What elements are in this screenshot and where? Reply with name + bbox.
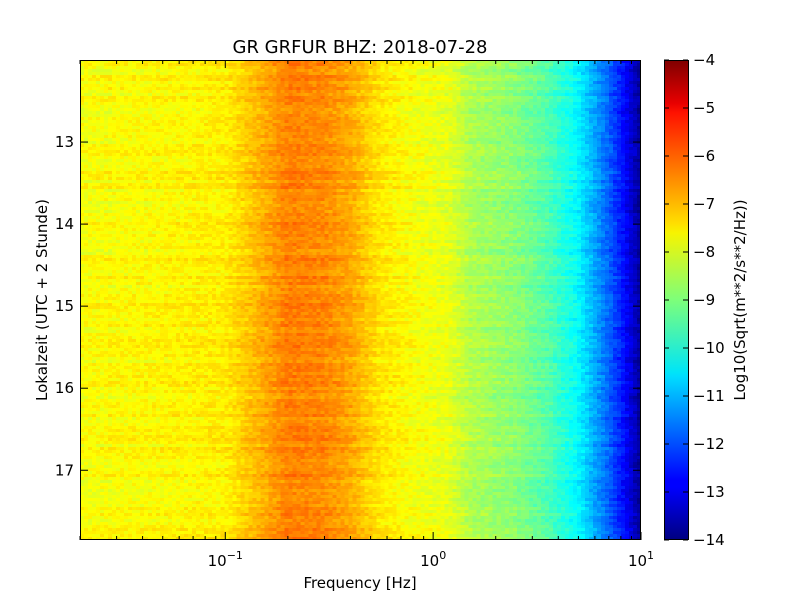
colorbar-tick-label: −4	[693, 51, 715, 69]
colorbar-tick-label: −8	[693, 243, 715, 261]
colorbar-label: Log10(Sqrt(m**2/s**2/Hz))	[731, 199, 749, 400]
x-tick-label: 100	[420, 549, 446, 570]
y-tick-label: 16	[55, 379, 74, 397]
colorbar-ticks: −4 −5 −6 −7 −8 −9 −10 −11 −12 −13 −14	[664, 51, 725, 549]
colorbar-tick-label: −11	[693, 387, 725, 405]
y-axis-label: Lokalzeit (UTC + 2 Stunde)	[33, 199, 51, 401]
y-tick-label: 14	[55, 215, 74, 233]
colorbar-tick-label: −5	[693, 99, 715, 117]
colorbar-tick-label: −9	[693, 291, 715, 309]
colorbar-tick-label: −7	[693, 195, 715, 213]
x-axis-label: Frequency [Hz]	[303, 574, 416, 592]
y-tick-label: 15	[55, 297, 74, 315]
y-axis: 13 14 15 16 17	[55, 133, 641, 479]
x-tick-label: 101	[628, 549, 654, 570]
colorbar-tick-label: −13	[693, 483, 725, 501]
colorbar-tick-label: −6	[693, 147, 715, 165]
y-tick-label: 17	[55, 461, 74, 479]
colorbar-tick-label: −12	[693, 435, 725, 453]
colorbar-tick-label: −10	[693, 339, 725, 357]
x-tick-label: 10−1	[208, 549, 243, 570]
chart-title: GR GRFUR BHZ: 2018-07-28	[233, 37, 488, 58]
colorbar-tick-label: −14	[693, 531, 725, 549]
heatmap-area	[80, 60, 641, 540]
spectrogram-heatmap	[80, 60, 641, 540]
colorbar: −4 −5 −6 −7 −8 −9 −10 −11 −12 −13 −14	[664, 51, 725, 549]
x-axis: 10−1 100 101	[79, 60, 654, 570]
plot-frame	[80, 60, 641, 540]
y-tick-label: 13	[55, 133, 74, 151]
